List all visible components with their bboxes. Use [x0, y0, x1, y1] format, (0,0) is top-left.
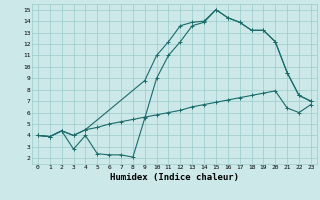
X-axis label: Humidex (Indice chaleur): Humidex (Indice chaleur)	[110, 173, 239, 182]
